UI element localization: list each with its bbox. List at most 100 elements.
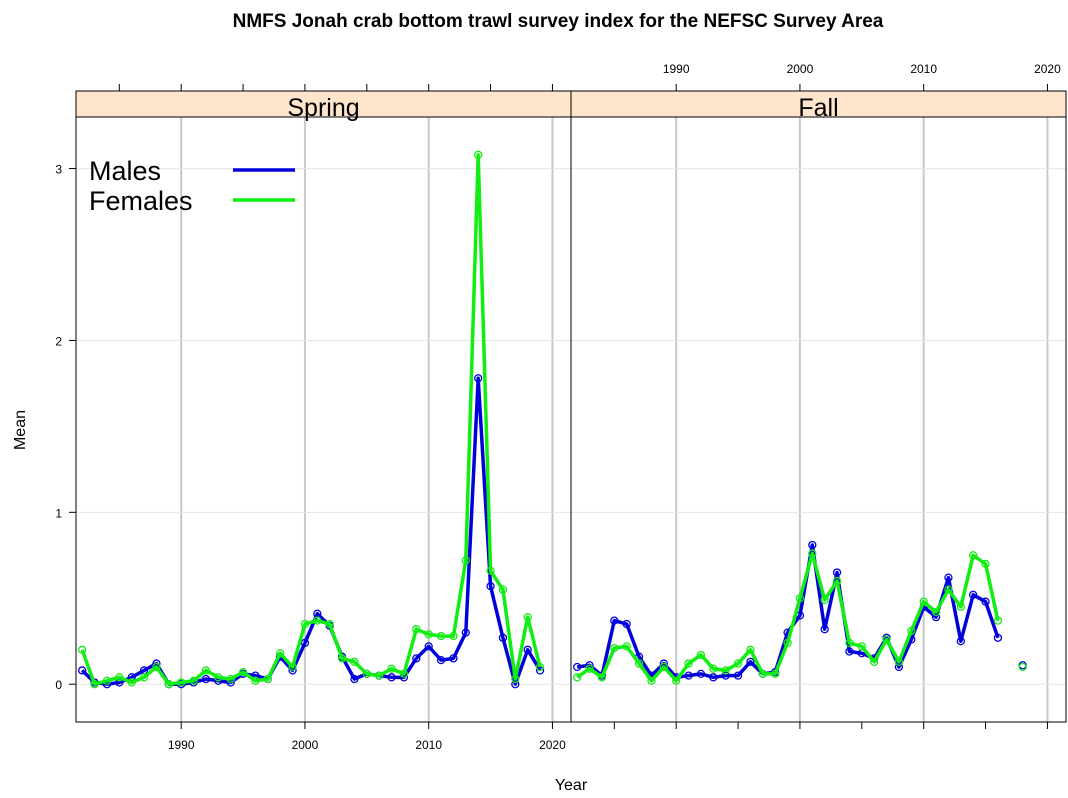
data-point-males [746, 657, 755, 666]
data-point-females [684, 659, 693, 668]
data-point-females [214, 673, 223, 682]
data-point-females [288, 662, 297, 672]
data-point-females [944, 585, 953, 594]
data-point-females [634, 659, 644, 668]
data-point-females [783, 638, 792, 648]
data-point-females [845, 638, 854, 648]
data-point-males [461, 628, 470, 637]
y-tick-label: 0 [55, 678, 62, 692]
data-point-females [795, 594, 805, 603]
panel-border [570, 116, 1067, 723]
data-point-females [956, 602, 965, 611]
data-point-females [498, 585, 508, 594]
data-point-males [993, 633, 1003, 642]
data-point-males [969, 590, 978, 599]
data-point-males [573, 662, 582, 672]
data-point-females [226, 674, 235, 684]
data-point-females [474, 150, 483, 159]
data-point-females [894, 657, 904, 666]
data-point-females [152, 662, 161, 672]
data-point-females [969, 551, 978, 560]
data-point-females [832, 576, 842, 586]
x-tick-label: 2000 [292, 738, 319, 752]
data-point-females [90, 680, 99, 689]
x-tick-label: 2020 [539, 738, 566, 752]
data-point-males [201, 674, 211, 684]
data-point-females [746, 645, 755, 654]
data-point-females [189, 676, 198, 685]
x-tick-label: 2000 [787, 62, 814, 76]
data-point-females [696, 650, 706, 660]
x-tick-label: 1990 [168, 738, 195, 752]
data-point-females [919, 597, 928, 606]
data-point-females [597, 673, 607, 682]
data-point-males [474, 374, 483, 383]
data-point-males [808, 540, 817, 550]
data-point-males [436, 655, 446, 665]
data-point-females [436, 631, 446, 641]
data-point-males [981, 597, 990, 606]
data-point-females [362, 669, 371, 679]
data-point-males [820, 625, 829, 634]
data-point-females [733, 659, 743, 668]
chart-title: NMFS Jonah crab bottom trawl survey inde… [233, 11, 884, 32]
data-point-females [808, 549, 817, 558]
data-point-females [511, 674, 520, 684]
data-point-females [115, 673, 124, 682]
data-point-females [387, 664, 396, 673]
data-point-females [672, 676, 681, 685]
data-point-females [535, 662, 545, 672]
data-point-females [263, 674, 272, 684]
data-point-females [870, 657, 879, 666]
data-point-females [102, 676, 112, 685]
series-line-males [576, 543, 1000, 680]
data-point-males [709, 673, 718, 682]
data-point-males [622, 619, 631, 629]
data-point-males [684, 671, 693, 680]
x-tick-label: 2020 [1034, 62, 1061, 76]
data-point-females [325, 619, 334, 629]
data-point-males [523, 645, 532, 654]
strip-label: Fall [798, 94, 838, 122]
data-point-females [127, 678, 136, 687]
data-point-females [350, 657, 359, 666]
data-point-males [424, 642, 433, 651]
data-point-males [832, 568, 842, 577]
strip-background [75, 90, 572, 118]
data-point-females [820, 595, 829, 605]
series-line-females [576, 551, 1000, 683]
data-point-males [733, 671, 743, 680]
data-point-females [523, 613, 532, 622]
series-line-females [80, 153, 542, 686]
data-point-females [412, 625, 421, 634]
y-tick-label: 3 [55, 163, 62, 177]
data-point-males [449, 654, 458, 663]
data-point-females [882, 635, 891, 644]
data-point-females [375, 671, 384, 680]
y-tick-label: 1 [55, 506, 62, 520]
data-point-males [610, 616, 619, 625]
data-point-males [350, 674, 359, 684]
data-point-females [449, 631, 458, 641]
data-point-females [276, 649, 285, 658]
data-point-males [944, 573, 953, 582]
legend-label-males: Males [89, 156, 161, 186]
data-point-males [486, 582, 495, 591]
data-point-females [139, 673, 149, 682]
data-point-females [907, 626, 916, 636]
data-point-females [758, 669, 767, 679]
data-point-males [956, 637, 965, 646]
data-point-females [993, 616, 1003, 625]
data-point-females [337, 654, 347, 663]
data-point-females [78, 645, 87, 654]
data-point-females [647, 676, 656, 685]
data-point-females [585, 664, 594, 673]
x-tick-label: 1990 [663, 62, 690, 76]
strip-label: Spring [287, 94, 359, 122]
x-tick-label: 2010 [910, 62, 937, 76]
data-point-females [313, 616, 322, 625]
data-point-females [300, 619, 310, 629]
data-point-females [238, 668, 248, 677]
data-point-females [1018, 662, 1027, 672]
